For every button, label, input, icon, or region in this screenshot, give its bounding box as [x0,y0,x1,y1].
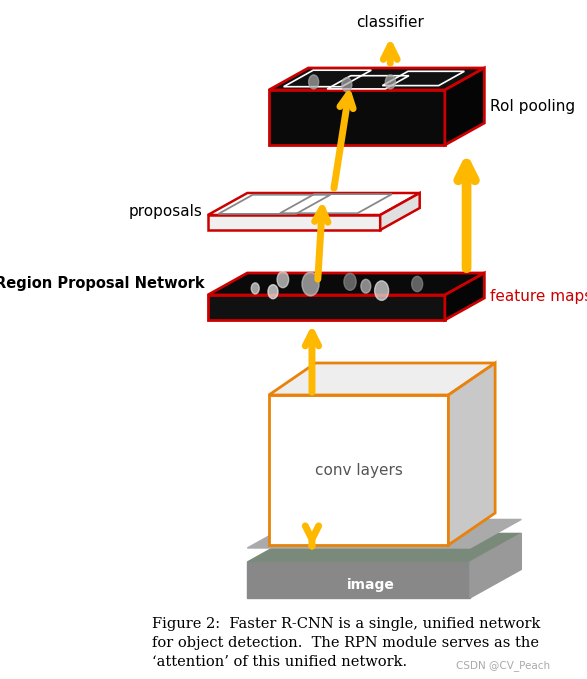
Polygon shape [445,68,484,145]
Circle shape [385,75,396,89]
Text: RoI pooling: RoI pooling [490,99,575,114]
Circle shape [309,75,319,89]
Text: conv layers: conv layers [315,462,403,477]
Circle shape [268,285,278,299]
Text: feature maps: feature maps [490,289,587,304]
Circle shape [361,279,371,293]
Text: for object detection.  The RPN module serves as the: for object detection. The RPN module ser… [152,636,539,650]
Polygon shape [380,193,420,230]
Polygon shape [208,273,484,295]
Circle shape [302,272,319,296]
Polygon shape [269,363,495,395]
Polygon shape [208,295,445,320]
Text: Region Proposal Network: Region Proposal Network [0,276,204,291]
Text: ‘attention’ of this unified network.: ‘attention’ of this unified network. [152,655,407,669]
Polygon shape [269,90,445,145]
Polygon shape [208,193,420,215]
Circle shape [411,276,423,292]
Polygon shape [247,562,470,598]
Circle shape [344,273,356,291]
Polygon shape [247,519,521,548]
Polygon shape [247,534,521,562]
Text: CSDN @CV_Peach: CSDN @CV_Peach [456,660,551,671]
Circle shape [251,283,259,294]
Polygon shape [269,68,484,90]
Text: image: image [346,579,394,592]
Text: classifier: classifier [356,15,424,30]
Polygon shape [269,395,448,545]
Polygon shape [445,273,484,320]
Circle shape [277,272,289,288]
Circle shape [375,281,389,300]
Text: Figure 2:  Faster R-CNN is a single, unified network: Figure 2: Faster R-CNN is a single, unif… [152,617,540,631]
Text: proposals: proposals [128,204,202,219]
Polygon shape [208,215,380,230]
Polygon shape [448,363,495,545]
Circle shape [342,77,352,92]
Polygon shape [470,534,521,598]
